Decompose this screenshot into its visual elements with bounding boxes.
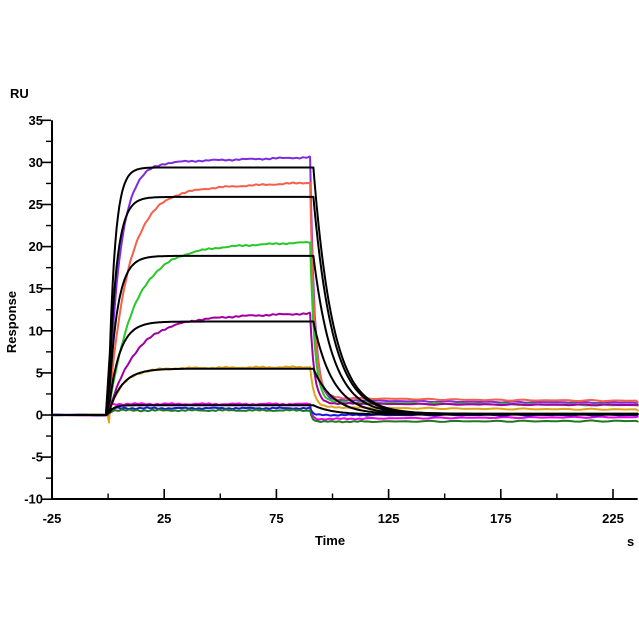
curve-fit-3-fit [51, 254, 639, 416]
curve-fit-1-fit [51, 166, 639, 416]
curve-fit-6-fit [51, 404, 639, 416]
x-axis-title: Time [314, 533, 346, 548]
y-axis-title: Response [4, 290, 19, 354]
y-tick-label: 20 [29, 239, 43, 254]
curve-green-data [51, 241, 639, 417]
x-axis-unit-label: s [627, 534, 635, 549]
y-tick-label: 5 [36, 365, 43, 380]
y-axis-unit-label: RU [10, 86, 29, 101]
x-tick-label: 75 [269, 511, 283, 526]
curve-dark-magenta-data [51, 311, 639, 422]
y-tick-label: -10 [24, 492, 43, 507]
y-tick-label: 30 [29, 155, 43, 170]
curve-purple-data [51, 155, 639, 417]
y-tick-label: 35 [29, 113, 43, 128]
curve-red-data [51, 181, 639, 421]
x-tick-label: -25 [43, 511, 62, 526]
x-tick-label: 225 [602, 511, 624, 526]
y-tick-label: 0 [36, 408, 43, 423]
x-tick-label: 175 [490, 511, 512, 526]
curve-dark-green-data [51, 408, 639, 424]
x-tick-label: 125 [378, 511, 400, 526]
y-tick-label: 25 [29, 197, 43, 212]
y-tick-label: -5 [31, 450, 43, 465]
y-tick-label: 10 [29, 323, 43, 338]
y-tick-label: 15 [29, 281, 43, 296]
x-tick-label: 25 [157, 511, 171, 526]
